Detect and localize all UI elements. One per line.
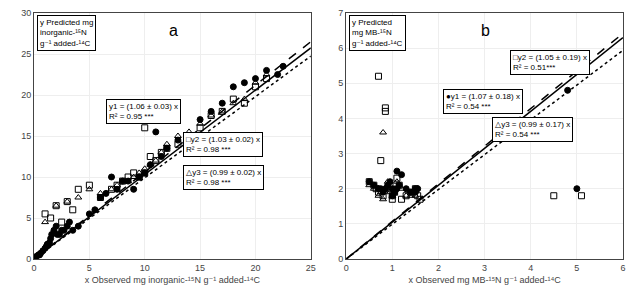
svg-text:15: 15 (195, 263, 205, 273)
svg-text:4: 4 (338, 114, 343, 124)
svg-text:△y3 = (0.99 ± 0.02) xR² = 0.98: △y3 = (0.99 ± 0.02) xR² = 0.98 *** (186, 168, 261, 187)
svg-text:b: b (481, 22, 490, 39)
svg-text:6: 6 (338, 43, 343, 53)
svg-text:□y2 = (1.03 ± 0.02) xR² = 0.98: □y2 = (1.03 ± 0.02) xR² = 0.98 *** (186, 135, 260, 154)
svg-text:2: 2 (436, 263, 441, 273)
svg-text:5: 5 (26, 213, 31, 223)
svg-text:5: 5 (574, 263, 579, 273)
svg-text:y1 = (1.06 ± 0.03) xR² = 0.95: y1 = (1.06 ± 0.03) xR² = 0.95 *** (109, 102, 178, 121)
svg-text:1: 1 (338, 219, 343, 229)
svg-text:3: 3 (482, 263, 487, 273)
svg-text:0: 0 (344, 263, 349, 273)
svg-text:30: 30 (21, 8, 31, 18)
svg-text:25: 25 (21, 49, 31, 59)
svg-text:y Predicted mginorganic-¹⁵Ng⁻¹: y Predicted mginorganic-¹⁵Ng⁻¹ added-¹⁴C (40, 18, 93, 48)
svg-text:y Predictedmg MB-¹⁵Ng⁻¹ added-: y Predictedmg MB-¹⁵Ng⁻¹ added-¹⁴C (352, 18, 403, 48)
svg-text:a: a (169, 22, 178, 39)
svg-text:2: 2 (338, 184, 343, 194)
svg-text:□y2 = (1.05 ± 0.19) xR² = 0.51: □y2 = (1.05 ± 0.19) xR² = 0.51*** (513, 53, 587, 72)
svg-text:0: 0 (26, 254, 31, 264)
svg-text:5: 5 (338, 78, 343, 88)
svg-text:20: 20 (21, 90, 31, 100)
svg-text:25: 25 (306, 263, 316, 273)
svg-text:1: 1 (390, 263, 395, 273)
svg-text:6: 6 (620, 263, 625, 273)
svg-text:x Observed mg inorganic-¹⁵N g⁻: x Observed mg inorganic-¹⁵N g⁻¹ added-¹⁴… (85, 275, 261, 285)
svg-text:7: 7 (338, 8, 343, 18)
svg-text:10: 10 (21, 172, 31, 182)
svg-text:3: 3 (338, 149, 343, 159)
svg-text:x Observed mg MB-¹⁵N g⁻¹ added: x Observed mg MB-¹⁵N g⁻¹ added-¹⁴C (408, 275, 561, 285)
svg-text:4: 4 (528, 263, 533, 273)
svg-text:20: 20 (250, 263, 260, 273)
svg-text:0: 0 (338, 254, 343, 264)
svg-text:15: 15 (21, 131, 31, 141)
svg-text:10: 10 (140, 263, 150, 273)
svg-text:△y3 = (0.99 ± 0.17) xR² = 0.54: △y3 = (0.99 ± 0.17) xR² = 0.54 *** (495, 120, 570, 139)
svg-text:5: 5 (87, 263, 92, 273)
svg-text:●y1 = (1.07 ± 0.18) xR² = 0.54: ●y1 = (1.07 ± 0.18) xR² = 0.54 *** (446, 92, 520, 111)
svg-text:0: 0 (31, 263, 36, 273)
